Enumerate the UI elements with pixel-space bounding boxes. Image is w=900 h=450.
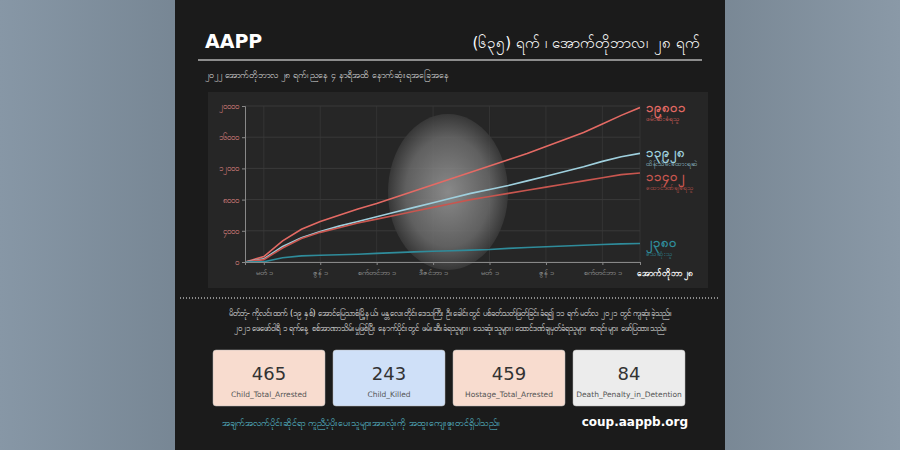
grid-line <box>640 106 641 262</box>
series-name: သေဆုံးသူ <box>646 250 673 259</box>
tick: စက်တင်ဘာ ၁ <box>358 262 396 277</box>
tick: ၀ <box>235 258 245 267</box>
stat-card: 243 Child_Killed <box>333 350 445 406</box>
logo: AAPP <box>205 30 262 52</box>
caption: ၂၀၂၁ ဖေဖော်ဝါရီ ၁ ရက်နေ့ စစ်အာဏာသိမ်းမှု… <box>234 323 666 335</box>
tick-label: ၂၀၀၀၀ <box>219 102 239 113</box>
tick: ဇွန် ၁ <box>313 262 328 278</box>
end-labels: ၁၉၈၀၁ဖမ်းဆီးခံရသူ၁၃၉၂၈ထိန်းသိမ်းခံထားရဆဲ… <box>646 100 698 260</box>
tick-label: စက်တင်ဘာ ၁ <box>358 268 396 277</box>
grid-line <box>545 106 546 262</box>
tick: ၂၀၀၀၀ <box>219 102 245 113</box>
series-line <box>245 173 640 262</box>
tick: အောက်တိုဘာ ၂၈ <box>637 262 694 281</box>
tick: စက်တင်ဘာ ၁ <box>584 262 622 277</box>
series-line <box>245 108 640 262</box>
caption: မိတ်ဘုံ- ကိုလင်းထက် (၁၉ နှစ်) အောင်မြေသာ… <box>229 308 671 320</box>
tick-label: ၁၂၀၀၀ <box>219 164 239 175</box>
tick-mark <box>242 231 245 232</box>
footer-url: coup.aappb.org <box>582 415 688 429</box>
tick-mark <box>264 262 265 265</box>
y-axis: ၀ ၄၀၀၀ ၈၀၀၀ ၁၂၀၀၀ ၁၆၀၀၀ ၂၀၀၀၀ <box>219 102 246 267</box>
plot-area <box>245 108 640 262</box>
stat-box <box>333 350 445 406</box>
header-rule <box>198 60 702 61</box>
tick-mark <box>490 262 491 265</box>
stat-value: 243 <box>372 363 406 384</box>
tick-mark <box>242 137 245 138</box>
series-name: ဖမ်းဆီးခံရသူ <box>646 115 680 124</box>
footer-note: အချက်အလက်ပိုင်းဆိုင်ရာ ကူညီပံ့ပိုးပေးသူမ… <box>222 418 499 430</box>
tick-mark <box>242 200 245 201</box>
tick-mark <box>377 262 378 265</box>
stat-value: 84 <box>618 363 641 384</box>
stat-card: 84 Death_Penalty_in_Detention <box>573 350 685 406</box>
page: AAPP (၆၃၅) ရက် ၊ အောက်တိုဘာလ၊ ၂၈ ရက်၂၀၂၂ … <box>0 0 900 450</box>
series-line <box>245 153 640 262</box>
background <box>0 0 900 450</box>
separator <box>180 298 720 299</box>
tick-label: ဇွန် ၁ <box>313 268 328 278</box>
tick: ၈၀၀၀ <box>223 196 245 205</box>
tick-mark <box>640 262 641 265</box>
title: (၆၃၅) ရက် ၊ အောက်တိုဘာလ၊ ၂၈ ရက် <box>472 34 700 55</box>
stat-value: 465 <box>252 363 286 384</box>
grid-line <box>245 106 640 107</box>
stat-value: 459 <box>492 363 526 384</box>
subtitle: ၂၀၂၂ အောက်တိုဘာလ ၂၈ ရက်၊ ညနေ ၄ နာရီအထိ န… <box>205 69 449 82</box>
grid-line <box>320 106 321 262</box>
stat-box <box>573 350 685 406</box>
canvas: AAPP (၆၃၅) ရက် ၊ အောက်တိုဘာလ၊ ၂၈ ရက်၂၀၂၂ … <box>0 0 900 450</box>
grid-line <box>263 106 264 262</box>
series-name: ထိန်းသိမ်းခံထားရဆဲ <box>646 160 698 169</box>
photo-oval <box>388 114 508 270</box>
tick: ဒီဇင်ဘာ ၁ <box>419 262 448 277</box>
tick-label: ၁၆၀၀၀ <box>219 132 239 142</box>
tick-label: ၀ <box>235 258 239 267</box>
tick-label: မတ် ၁ <box>481 268 498 277</box>
axis-line <box>246 263 641 266</box>
tick-mark <box>320 262 321 265</box>
tick-mark <box>602 262 603 265</box>
tick-label: မတ် ၁ <box>256 268 273 277</box>
stat-card: 465 Child_Total_Arrested <box>213 350 325 406</box>
tick-mark <box>546 262 547 265</box>
tick-mark <box>242 262 245 263</box>
tick-label: စက်တင်ဘာ ၁ <box>584 268 622 277</box>
stat-label: Hostage_Total_Arrested <box>465 390 553 399</box>
x-axis: မတ် ၁ ဇွန် ၁ စက်တင်ဘာ ၁ ဒီဇင်ဘာ ၁ မတ် ၁ ဇွန် … <box>246 262 694 281</box>
tick-label: အောက်တိုဘာ ၂၈ <box>637 268 694 281</box>
series-name: ထောင်ဒဏ်ချခံရသူ <box>646 184 694 193</box>
grid-line <box>602 106 603 262</box>
tick-label: ၈၀၀၀ <box>223 196 239 205</box>
tick: ၄၀၀၀ <box>223 227 245 238</box>
tick-mark <box>242 168 245 169</box>
tick: မတ် ၁ <box>256 262 273 277</box>
tick: ဇွန် ၁ <box>539 262 554 278</box>
stat-label: Child_Total_Arrested <box>231 390 307 399</box>
tick: မတ် ၁ <box>481 262 498 277</box>
panel <box>175 0 725 450</box>
tick-label: ဇွန် ၁ <box>539 268 554 278</box>
series-line <box>245 243 640 262</box>
tick-mark <box>242 106 245 107</box>
tick-label: ဒီဇင်ဘာ ၁ <box>419 268 448 277</box>
stat-label: Child_Killed <box>367 390 410 399</box>
tick-label: ၄၀၀၀ <box>223 227 239 238</box>
grid-line <box>376 106 377 262</box>
stat-card: 459 Hostage_Total_Arrested <box>453 350 565 406</box>
tick: ၁၆၀၀၀ <box>219 132 245 142</box>
tick: ၁၂၀၀၀ <box>219 164 245 175</box>
tick-mark <box>433 262 434 265</box>
stat-box <box>453 350 565 406</box>
chart-panel <box>208 92 708 288</box>
stat-box <box>213 350 325 406</box>
stat-label: Death_Penalty_in_Detention <box>576 390 682 399</box>
axis-line <box>242 107 246 263</box>
